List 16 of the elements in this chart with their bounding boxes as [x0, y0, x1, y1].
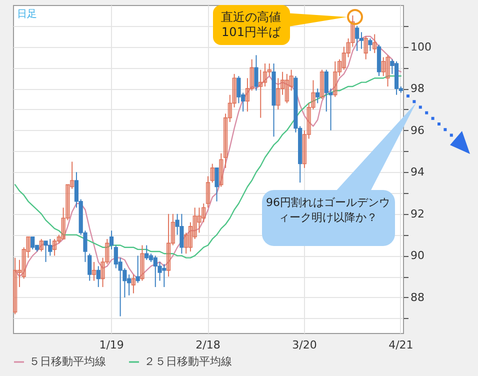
annotation: 96円割れはゴールデンウィーク明け以降か？: [266, 196, 390, 224]
x-tick-label: 1/19: [99, 338, 124, 352]
y-tick-label: 92: [410, 207, 424, 220]
legend-label: ５日移動平均線: [29, 355, 106, 368]
y-tick-label: 94: [410, 166, 424, 179]
y-tick-label: 100: [410, 40, 432, 54]
x-tick-label: 4/21: [388, 338, 414, 352]
annotation: 日足: [17, 9, 37, 20]
y-tick-label: 88: [410, 290, 424, 304]
y-tick-label: 96: [410, 124, 424, 137]
y-tick-label: 90: [410, 249, 424, 262]
x-tick-label: 3/20: [292, 338, 317, 352]
x-tick-label: 2/18: [196, 338, 220, 352]
legend-label: ２５日移動平均線: [144, 355, 232, 368]
annotation: 直近の高値101円半ば: [221, 10, 282, 39]
y-tick-label: 98: [410, 82, 424, 96]
